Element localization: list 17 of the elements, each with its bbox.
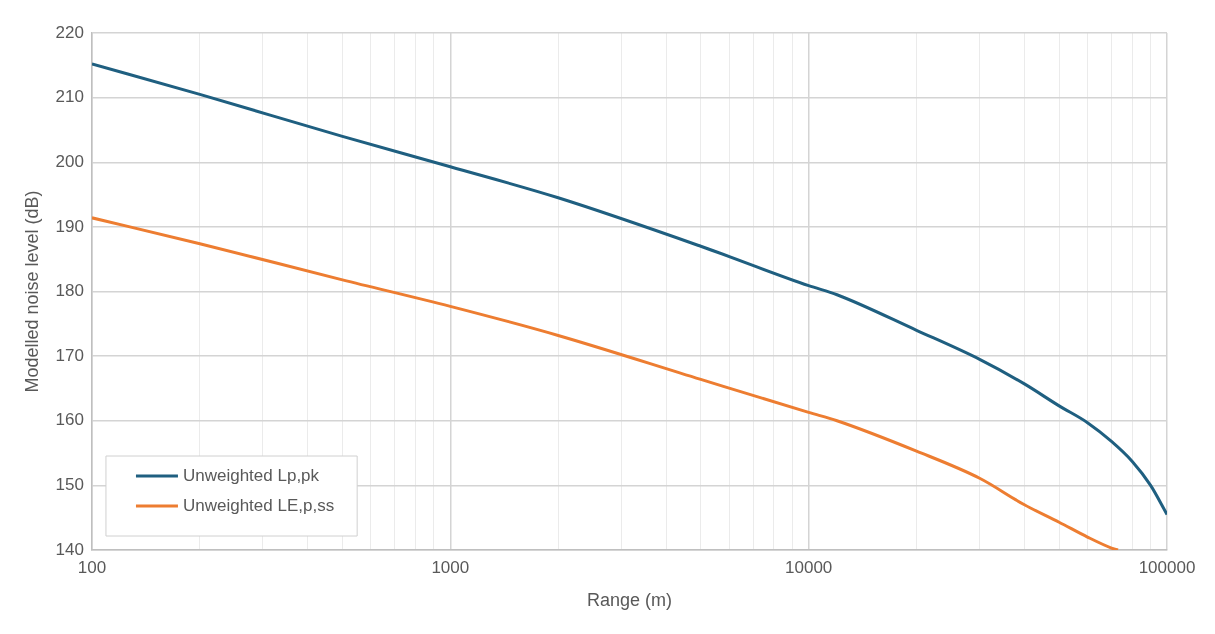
y-tick-label: 220 <box>55 22 84 42</box>
legend-label: Unweighted Lp,pk <box>182 465 320 485</box>
y-axis-title: Modelled noise level (dB) <box>21 190 42 393</box>
x-tick-label: 1000 <box>431 557 470 577</box>
y-tick-label: 140 <box>55 539 84 559</box>
x-axis-title: Range (m) <box>586 590 672 611</box>
y-tick-label: 160 <box>55 410 84 430</box>
y-tick-label: 170 <box>55 345 84 365</box>
legend-label: Unweighted LE,p,ss <box>182 495 335 515</box>
x-tick-label: 100000 <box>1138 557 1196 577</box>
y-tick-label: 190 <box>55 216 84 236</box>
y-tick-label: 180 <box>55 281 84 301</box>
y-tick-label: 150 <box>55 475 84 495</box>
y-tick-label: 210 <box>55 87 84 107</box>
x-tick-label: 10000 <box>785 557 833 577</box>
y-tick-label: 200 <box>55 151 84 171</box>
x-tick-label: 100 <box>77 557 107 577</box>
